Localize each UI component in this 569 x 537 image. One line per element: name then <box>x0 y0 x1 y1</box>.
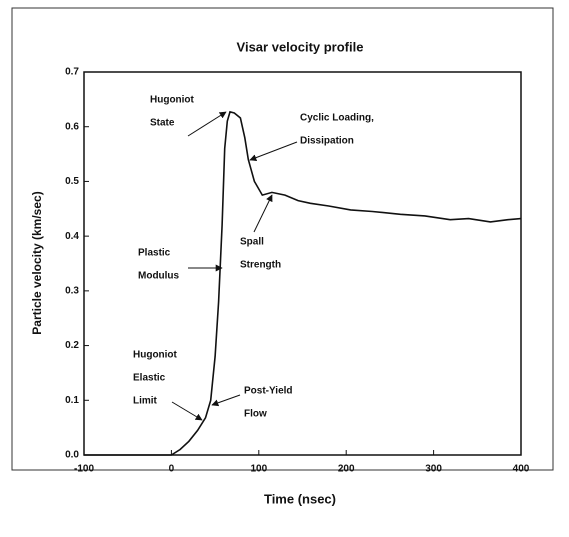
chart-title: Visar velocity profile <box>237 39 364 54</box>
x-axis-label: Time (nsec) <box>264 491 336 506</box>
annotation: Modulus <box>138 271 180 282</box>
y-tick-label: 0.7 <box>65 67 79 78</box>
frame <box>11 7 554 471</box>
data-line <box>84 110 522 456</box>
x-tick-label: 300 <box>425 464 442 475</box>
annotation-arrow <box>187 111 227 137</box>
annotation: Hugoniot <box>133 350 178 361</box>
annotation-arrow <box>171 401 203 421</box>
plot-area <box>83 71 522 456</box>
annotation-arrow <box>253 194 273 233</box>
annotation: Flow <box>244 409 267 420</box>
y-tick-label: 0.3 <box>65 285 79 296</box>
y-tick-label: 0.0 <box>65 450 79 461</box>
x-tick-label: 400 <box>513 464 530 475</box>
annotation: Spall <box>240 237 264 248</box>
y-tick-label: 0.5 <box>65 176 79 187</box>
annotation: Post-Yield <box>244 386 293 397</box>
annotation: Plastic <box>138 248 171 259</box>
annotation-arrow <box>249 141 298 162</box>
annotation-arrow <box>211 394 241 407</box>
y-tick-label: 0.2 <box>65 340 79 351</box>
x-tick-label: -100 <box>74 464 94 475</box>
annotation: Hugoniot <box>150 95 195 106</box>
y-tick-label: 0.4 <box>65 231 79 242</box>
y-axis-label: Particle velocity (km/sec) <box>30 191 44 334</box>
x-tick-label: 100 <box>250 464 267 475</box>
x-tick-label: 200 <box>338 464 355 475</box>
annotation: Cyclic Loading, <box>300 113 374 124</box>
annotation: Strength <box>240 260 281 271</box>
annotation: Elastic <box>133 373 166 384</box>
y-tick-label: 0.6 <box>65 121 79 132</box>
y-tick-label: 0.1 <box>65 395 79 406</box>
annotation: Dissipation <box>300 136 354 147</box>
x-tick-label: 0 <box>169 464 175 475</box>
annotation: State <box>150 118 175 129</box>
annotation: Limit <box>133 396 158 407</box>
